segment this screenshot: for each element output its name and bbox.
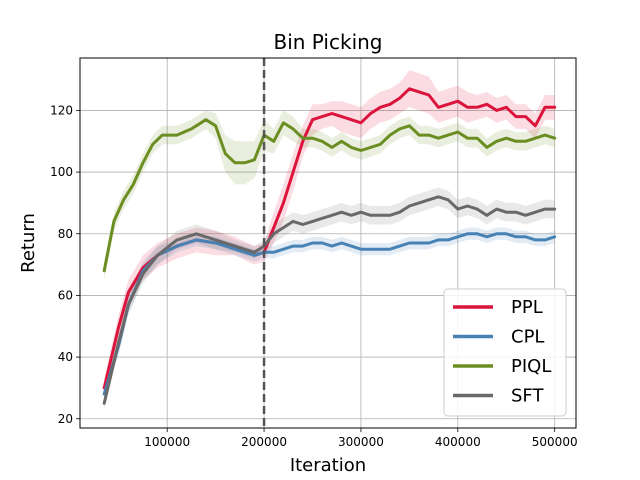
y-tick-label: 80 xyxy=(58,227,73,241)
x-axis-label: Iteration xyxy=(290,455,366,476)
chart-title: Bin Picking xyxy=(274,30,383,54)
x-tick-label: 300000 xyxy=(338,435,384,449)
legend-label-piql: PIQL xyxy=(511,356,551,377)
y-tick-label: 120 xyxy=(50,103,73,117)
legend-label-cpl: CPL xyxy=(511,327,544,348)
y-axis-label: Return xyxy=(18,213,39,273)
x-tick-label: 500000 xyxy=(532,435,578,449)
x-tick-label: 200000 xyxy=(241,435,287,449)
y-ticks: 20 40 60 80 100 120 xyxy=(50,103,80,426)
x-ticks: 100000 200000 300000 400000 500000 xyxy=(144,428,578,449)
line-sft xyxy=(102,195,557,405)
y-tick-label: 60 xyxy=(58,288,73,302)
legend-label-sft: SFT xyxy=(511,386,544,407)
y-tick-label: 20 xyxy=(58,412,73,426)
series-lines xyxy=(102,87,557,405)
x-tick-label: 400000 xyxy=(435,435,481,449)
legend: PPL CPL PIQL SFT xyxy=(443,288,567,417)
line-cpl xyxy=(102,232,557,396)
legend-label-ppl: PPL xyxy=(511,297,543,318)
y-tick-label: 40 xyxy=(58,350,73,364)
x-tick-label: 100000 xyxy=(144,435,190,449)
plot-frame xyxy=(79,57,577,429)
line-piql xyxy=(102,118,557,273)
y-tick-label: 100 xyxy=(50,165,73,179)
legend-box xyxy=(443,288,567,417)
